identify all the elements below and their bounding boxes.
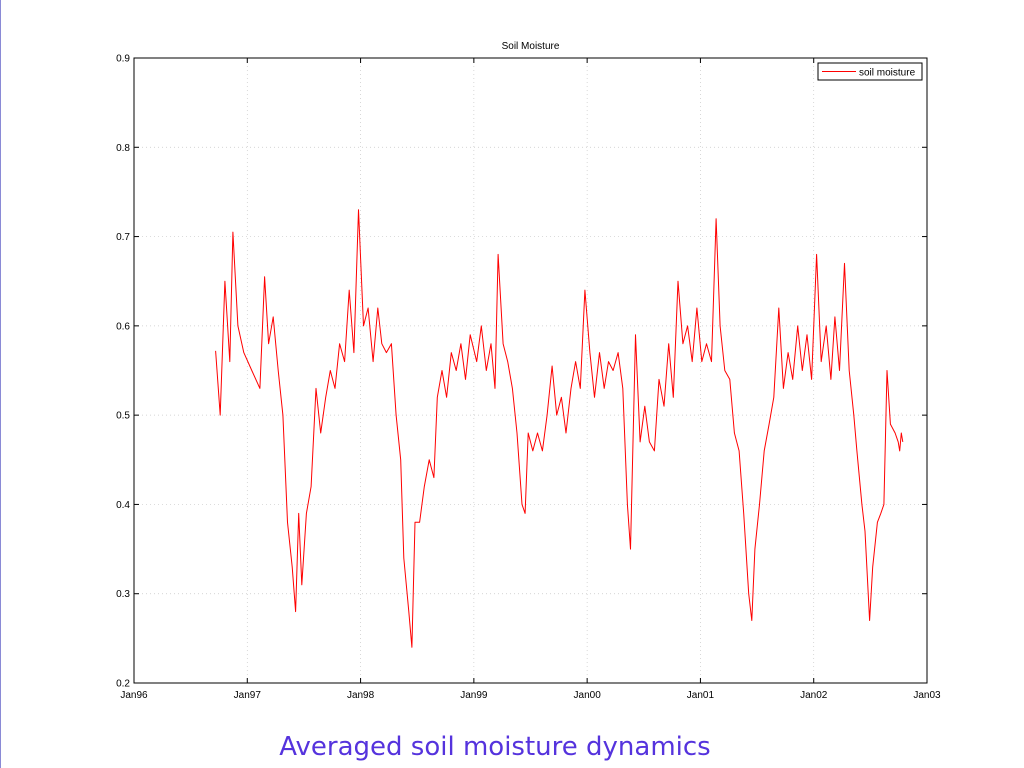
y-tick-label: 0.4 [116, 500, 130, 511]
legend-box [817, 62, 923, 81]
plot-area [133, 57, 928, 684]
series-line-soil-moisture [215, 209, 904, 648]
y-tick-label: 0.6 [116, 321, 130, 332]
chart-title: Soil Moisture [502, 41, 560, 52]
legend-label: soil moisture [859, 68, 916, 79]
y-tick-label: 0.7 [116, 232, 130, 243]
x-tick-label: Jan02 [800, 690, 828, 701]
axis-ticks: Jan96 Jan97 Jan98 Jan99 Jan00 Jan01 Jan02 Jan03… [116, 54, 941, 702]
x-tick-label: Jan03 [913, 690, 941, 701]
x-tick-label: Jan96 [120, 690, 148, 701]
slide-caption: Averaged soil moisture dynamics [279, 732, 711, 762]
y-tick-label: 0.5 [116, 411, 130, 422]
y-tick-label: 0.2 [116, 679, 130, 690]
y-tick-label: 0.3 [116, 589, 130, 600]
x-tick-label: Jan00 [574, 690, 602, 701]
slide-border [0, 0, 1, 768]
grid-lines [134, 58, 927, 683]
legend: soil moisture [817, 62, 923, 81]
y-tick-label: 0.9 [116, 54, 130, 65]
x-tick-label: Jan97 [234, 690, 262, 701]
x-tick-label: Jan01 [687, 690, 715, 701]
x-tick-label: Jan99 [460, 690, 488, 701]
x-tick-label: Jan98 [347, 690, 375, 701]
y-tick-label: 0.8 [116, 143, 130, 154]
series-layer [215, 209, 904, 648]
